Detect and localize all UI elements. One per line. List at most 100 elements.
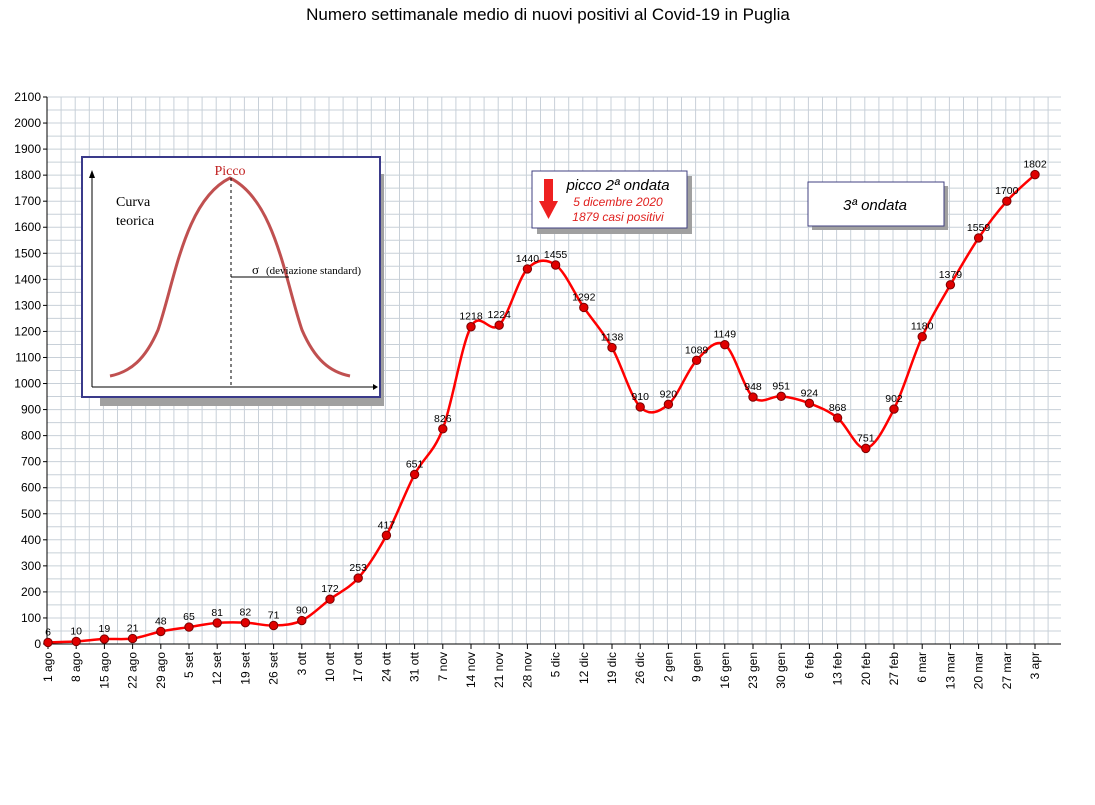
inset-sigma-symbol: σ: [252, 262, 259, 277]
data-label: 1180: [911, 321, 934, 333]
data-point: [945, 280, 956, 290]
data-points: [43, 169, 1040, 648]
x-tick-label: 8 ago: [69, 652, 83, 682]
peak2-title: picco 2ª ondata: [565, 177, 669, 194]
data-label: 81: [211, 607, 223, 619]
y-tick-label: 200: [21, 585, 41, 599]
data-point: [325, 594, 335, 604]
x-tick-label: 9 gen: [690, 652, 704, 682]
data-label: 172: [321, 583, 339, 595]
peak2-date: 5 dicembre 2020: [573, 195, 663, 209]
data-point: [607, 342, 617, 353]
data-label: 1149: [714, 329, 737, 341]
data-point: [466, 322, 476, 332]
data-label: 1292: [572, 291, 596, 303]
data-point: [212, 618, 222, 628]
y-tick-label: 1800: [14, 168, 41, 182]
data-label: 65: [183, 611, 195, 623]
data-point: [635, 402, 645, 412]
data-point: [889, 404, 899, 414]
data-point: [268, 620, 279, 631]
data-labels: 6 10 19 21 48 65 81 82 71 90 172 253 417 651 826 1218 12…: [45, 159, 1047, 639]
data-point: [550, 260, 561, 270]
x-tick-label: 5 dic: [549, 652, 563, 677]
x-tick-label: 19 set: [238, 651, 252, 684]
data-label: 1218: [459, 311, 483, 323]
data-point: [184, 622, 194, 632]
y-tick-label: 800: [21, 429, 41, 443]
data-label: 826: [434, 413, 452, 425]
data-point: [861, 443, 871, 454]
y-tick-label: 1400: [14, 272, 41, 286]
x-tick-label: 14 nov: [464, 652, 478, 688]
data-point: [156, 626, 166, 637]
data-point: [381, 530, 392, 541]
data-point: [1030, 169, 1040, 180]
x-tick-label: 27 feb: [887, 652, 901, 686]
x-tick-label: 12 set: [210, 651, 224, 684]
data-point: [776, 391, 786, 401]
x-tick-label: 15 ago: [97, 652, 111, 689]
bell-curve: [109, 176, 351, 378]
data-label: 1440: [516, 253, 540, 265]
data-label: 948: [744, 381, 762, 393]
data-label: 253: [349, 562, 367, 574]
data-label: 90: [296, 605, 308, 617]
data-label: 1379: [939, 269, 963, 281]
y-tick-label: 1200: [14, 324, 41, 338]
x-tick-label: 21 nov: [492, 652, 506, 688]
data-point: [748, 392, 758, 402]
data-point: [297, 615, 307, 626]
data-label: 1089: [685, 344, 709, 356]
data-point: [240, 617, 251, 628]
peak2-cases: 1879 casi positivi: [572, 210, 664, 224]
data-point: [691, 355, 702, 366]
down-arrow-icon: [544, 179, 553, 201]
y-tick-label: 1000: [14, 377, 41, 391]
x-tick-label: 28 nov: [520, 652, 534, 688]
axes: [46, 97, 1061, 645]
annotation-peak2: picco 2ª ondata 5 dicembre 2020 1879 cas…: [531, 170, 692, 234]
x-tick-label: 3 apr: [1028, 652, 1042, 679]
x-tick-label: 23 gen: [746, 652, 760, 689]
data-label: 951: [772, 380, 790, 392]
data-point: [43, 637, 53, 648]
data-point: [438, 424, 448, 434]
y-tick-label: 300: [21, 559, 41, 573]
x-tick-label: 2 gen: [661, 652, 675, 682]
x-tick-label: 22 ago: [126, 652, 140, 689]
y-tick-label: 1600: [14, 220, 41, 234]
data-label: 71: [268, 610, 280, 622]
data-label: 651: [406, 458, 424, 470]
y-tick-label: 1300: [14, 298, 41, 312]
y-tick-label: 600: [21, 481, 41, 495]
x-tick-label: 12 dic: [577, 652, 591, 684]
x-tick-label: 31 ott: [408, 651, 422, 682]
x-tick-label: 6 mar: [915, 652, 929, 683]
data-label: 751: [857, 432, 875, 444]
wave3-title: 3ª ondata: [843, 197, 907, 214]
data-label: 1455: [544, 249, 568, 261]
data-point: [579, 302, 589, 313]
inset-theoretical-curve: Picco Curva teorica σ (deviazione standa…: [81, 156, 384, 406]
data-point: [409, 469, 420, 480]
x-axis-ticks: 1 ago 8 ago 15 ago 22 ago 29 ago 5 set 12 set 1…: [41, 644, 1042, 689]
y-tick-label: 100: [21, 611, 41, 625]
x-tick-label: 16 gen: [718, 652, 732, 689]
data-label: 1138: [601, 332, 624, 344]
data-point: [720, 340, 730, 350]
data-point: [127, 633, 138, 644]
data-point: [71, 636, 81, 647]
x-tick-label: 26 dic: [633, 652, 647, 684]
x-tick-label: 1 ago: [41, 652, 55, 682]
x-tick-label: 13 feb: [831, 652, 845, 686]
data-label: 417: [378, 519, 396, 531]
annotation-wave3: 3ª ondata: [807, 181, 948, 230]
y-tick-label: 1900: [14, 142, 41, 156]
data-label: 1700: [995, 185, 1019, 197]
data-point: [973, 233, 984, 243]
y-tick-label: 700: [21, 455, 41, 469]
data-label: 868: [829, 402, 847, 414]
data-label: 21: [127, 623, 139, 635]
